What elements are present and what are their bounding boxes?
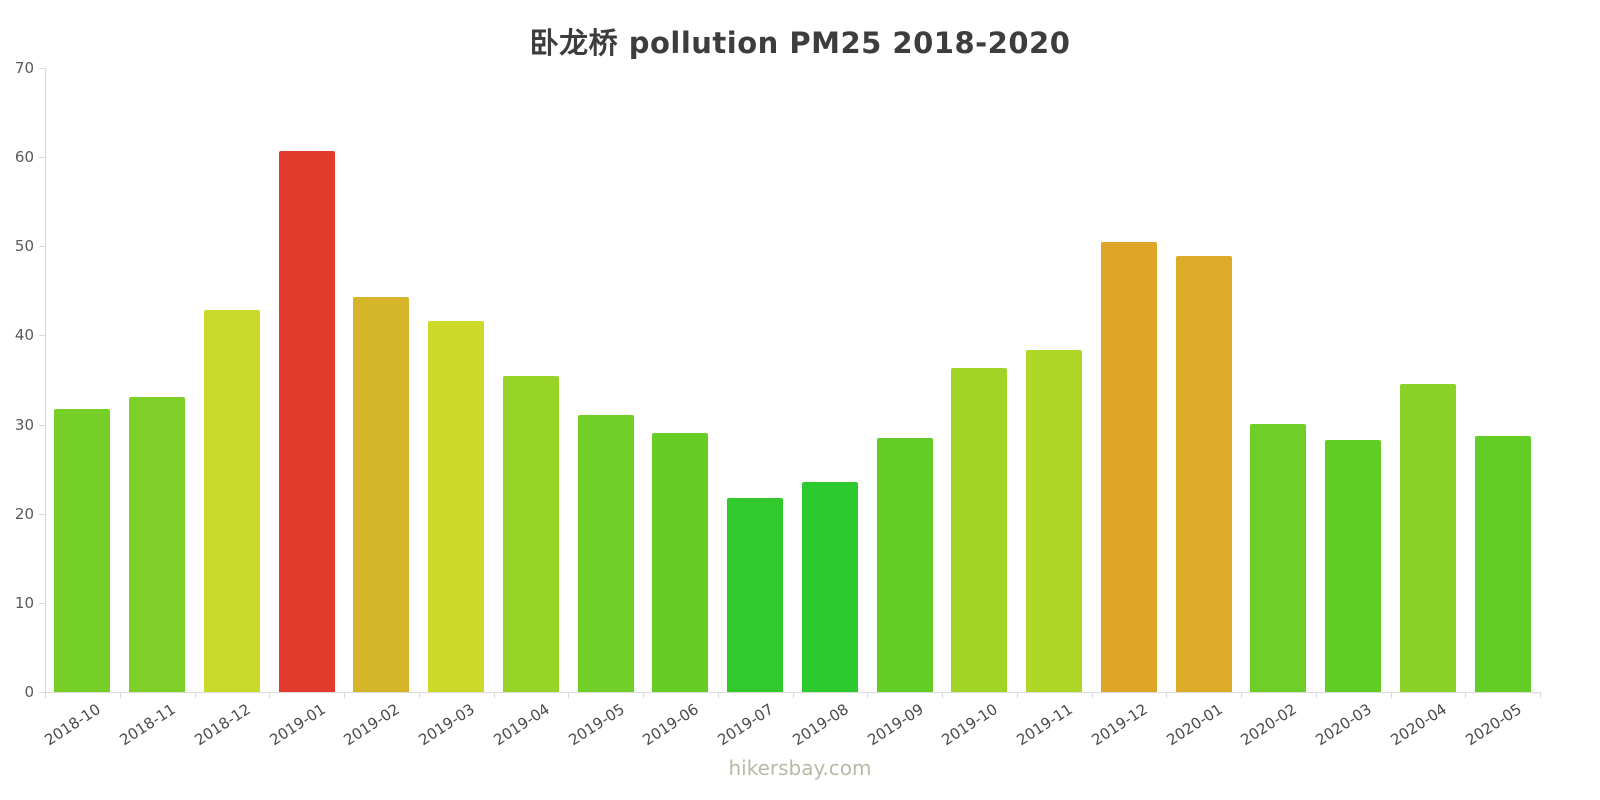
y-axis-tick [39,68,45,69]
bar-2020-04[interactable] [1399,383,1456,692]
chart-title: 卧龙桥 pollution PM25 2018-2020 [529,26,1071,60]
x-axis-tick [418,692,420,698]
bar-2018-11[interactable] [129,396,186,692]
y-axis-tick [39,424,45,426]
bar-2019-06[interactable] [652,432,709,692]
y-axis-line [45,68,46,693]
y-axis-tick [39,602,45,604]
bar-2020-05[interactable] [1474,436,1531,692]
y-axis-tick [39,692,45,693]
x-axis-tick [1390,692,1392,698]
bar-2019-05[interactable] [577,414,634,692]
bar-2019-09[interactable] [876,437,933,692]
x-axis-tick [1241,692,1242,698]
y-axis-label: 50 [14,237,34,256]
x-axis-tick [493,692,495,698]
y-axis-tick [39,246,45,248]
x-axis-tick [269,692,271,698]
x-axis-tick [119,692,121,698]
x-axis-tick [643,692,644,698]
y-axis-label: 0 [24,683,34,701]
x-axis-tick [1315,692,1317,698]
y-axis-label: 30 [14,415,34,434]
y-axis-label: 20 [14,504,34,523]
x-axis-tick [867,692,869,698]
bar-2018-12[interactable] [203,309,260,692]
y-axis-tick [39,335,45,337]
x-axis-tick [1465,692,1467,698]
bar-chart-plot-area [45,68,1540,692]
x-axis-tick [1016,692,1018,698]
bar-2019-10[interactable] [951,368,1008,692]
y-axis-label: 70 [14,59,34,77]
bar-2019-01[interactable] [278,150,335,692]
bar-2020-02[interactable] [1250,423,1307,692]
y-axis-label: 40 [14,326,34,345]
bar-2020-03[interactable] [1325,439,1382,692]
x-axis-tick [1091,692,1093,698]
x-axis-tick [942,692,943,698]
x-axis-tick [45,692,46,698]
bar-2019-11[interactable] [1026,349,1083,692]
bar-2019-08[interactable] [801,481,858,692]
bar-2019-12[interactable] [1100,241,1157,692]
y-axis-label: 60 [14,148,34,167]
y-axis-tick [39,157,45,159]
y-axis-tick [39,513,45,515]
bar-2020-01[interactable] [1175,256,1232,692]
x-axis-tick [194,692,196,698]
x-axis-tick [717,692,719,698]
footer-link[interactable]: hikersbay.com [728,756,872,780]
bar-2019-03[interactable] [428,321,485,692]
x-axis-tick [792,692,794,698]
x-axis-tick [568,692,570,698]
x-axis-tick [1166,692,1168,698]
bar-2018-10[interactable] [54,409,111,692]
x-axis-tick [1540,692,1541,698]
bar-2019-07[interactable] [727,497,784,692]
y-axis-label: 10 [14,593,34,612]
x-axis-tick [344,692,345,698]
bar-2019-04[interactable] [502,375,559,692]
bar-2019-02[interactable] [353,297,410,692]
